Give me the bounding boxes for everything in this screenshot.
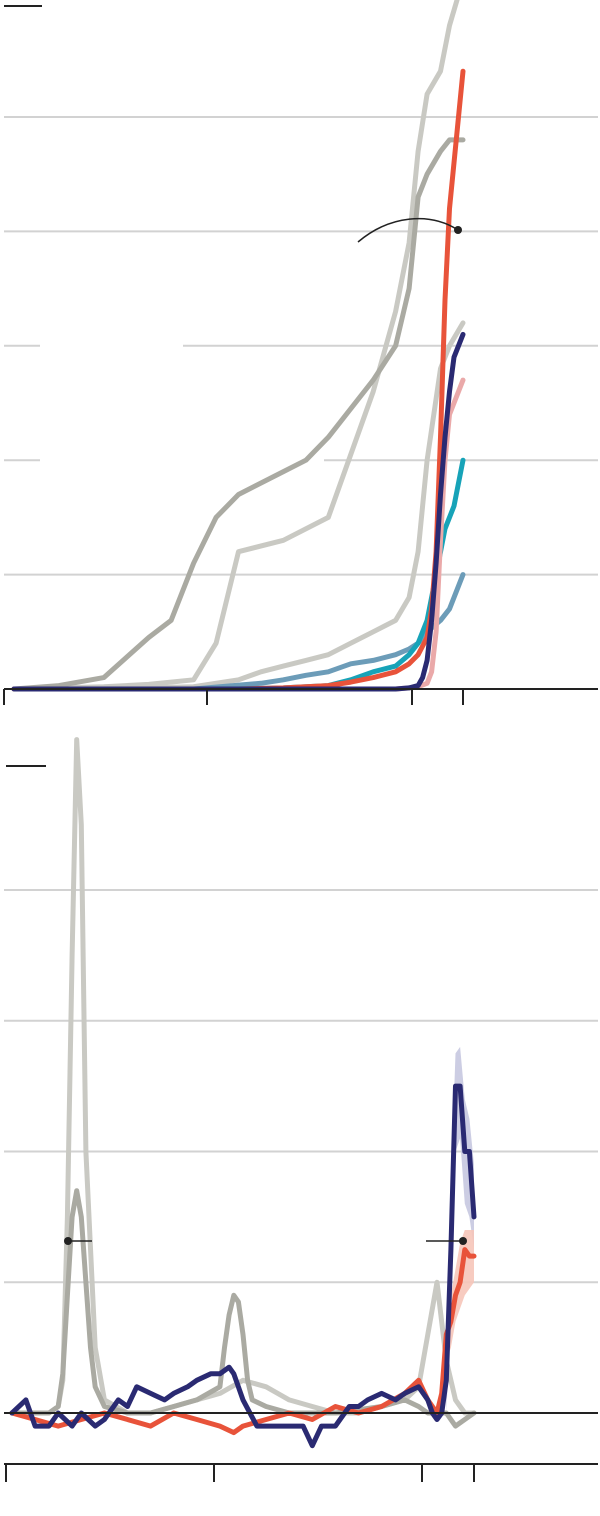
series-line xyxy=(9,1188,477,1429)
chart-1-series xyxy=(11,0,466,692)
series-line xyxy=(11,68,466,692)
series-line xyxy=(11,331,466,692)
series-line xyxy=(9,1083,477,1449)
chart-2-x-axis xyxy=(4,1412,598,1482)
chart-2-annotations xyxy=(64,1237,467,1245)
uncertainty-band xyxy=(446,1230,474,1361)
annotation-dot xyxy=(454,226,462,234)
series-line xyxy=(11,320,466,692)
annotation-dot xyxy=(459,1237,467,1245)
annotation-leader xyxy=(357,218,459,243)
chart-1-annotations xyxy=(357,218,462,243)
series-line xyxy=(9,737,477,1416)
chart-2-series xyxy=(9,737,477,1449)
series-line xyxy=(11,0,460,692)
series-line xyxy=(11,377,466,692)
chart-1-gridlines xyxy=(4,116,598,576)
annotation-dot xyxy=(64,1237,72,1245)
chart-1-x-axis xyxy=(3,688,598,705)
series-line xyxy=(11,137,466,692)
